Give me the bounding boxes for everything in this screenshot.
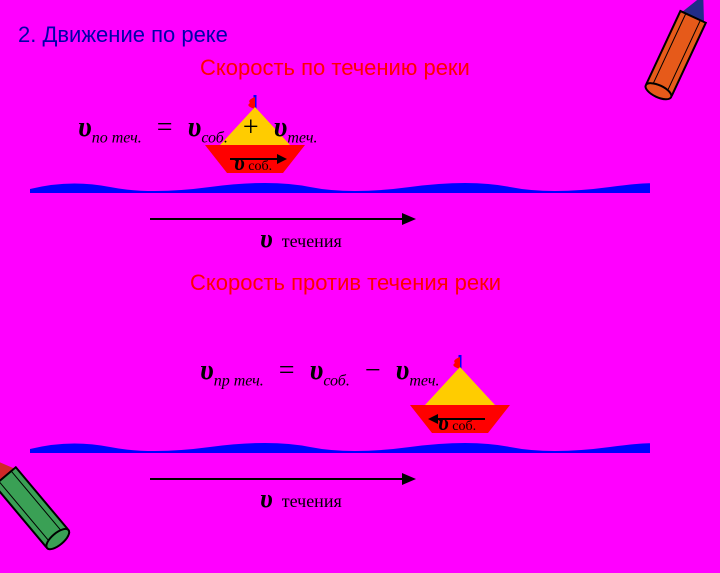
flow-arrow-1-head bbox=[402, 213, 416, 225]
flow-arrow-1 bbox=[150, 218, 402, 220]
flow-label-2: υ течения bbox=[260, 484, 342, 514]
boat-label-1: υ соб. bbox=[234, 150, 272, 176]
water-line-2 bbox=[30, 435, 650, 453]
crayon-bottom-left bbox=[0, 439, 83, 562]
flow-label-1: υ течения bbox=[260, 224, 342, 254]
section-title: 2. Движение по реке bbox=[18, 22, 228, 48]
crayon-top-right bbox=[630, 0, 720, 108]
subtitle-upstream: Скорость против течения реки bbox=[190, 270, 501, 296]
subtitle-downstream: Скорость по течению реки bbox=[200, 55, 470, 81]
water-line-1 bbox=[30, 175, 650, 193]
flow-arrow-2 bbox=[150, 478, 402, 480]
boat-label-2: υ соб. bbox=[438, 410, 476, 436]
formula-downstream: υпо теч. = υсоб. + υтеч. bbox=[78, 112, 317, 148]
flow-arrow-2-head bbox=[402, 473, 416, 485]
